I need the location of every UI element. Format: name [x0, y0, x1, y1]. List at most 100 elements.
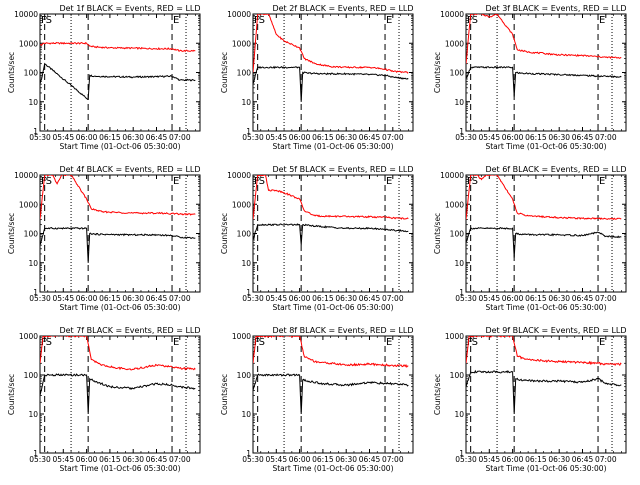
y-tick-label: 10 [241, 259, 251, 268]
events-series-line [253, 65, 409, 102]
x-tick-label: 06:15 [312, 294, 334, 303]
x-tick-label: 06:00 [76, 455, 98, 464]
plot-title: Det 3f BLACK = Events, RED = LLD [485, 4, 626, 13]
time-marker-letter: F [254, 337, 260, 348]
y-tick-label: 100 [237, 371, 252, 380]
subplot: Det 3f BLACK = Events, RED = LLD 1 10 100 10… [433, 4, 627, 151]
x-tick-label: 06:30 [335, 294, 357, 303]
x-axis-label: Start Time (01-Oct-06 05:30:00) [272, 142, 393, 151]
x-tick-label: 05:45 [265, 294, 287, 303]
y-tick-label: 100 [450, 230, 465, 239]
y-axis-label: Counts/sec [7, 52, 16, 93]
x-tick-label: 07:00 [595, 294, 617, 303]
x-tick-label: 06:45 [146, 455, 168, 464]
y-tick-label: 10000 [227, 171, 251, 180]
time-marker-letter: S [472, 176, 478, 187]
y-axis-label: Counts/sec [433, 213, 442, 254]
y-tick-label: 10 [454, 98, 464, 107]
y-axis-label: Counts/sec [433, 52, 442, 93]
subplot: Det 1f BLACK = Events, RED = LLD 1 10 100 10… [7, 4, 201, 151]
x-tick-label: 05:30 [29, 455, 51, 464]
plot-area [40, 336, 196, 415]
x-axis-label: Start Time (01-Oct-06 05:30:00) [59, 303, 180, 312]
x-tick-label: 06:30 [122, 133, 144, 142]
x-tick-label: 05:45 [265, 455, 287, 464]
x-tick-label: 06:15 [525, 133, 547, 142]
x-tick-label: 06:30 [122, 455, 144, 464]
lld-series-line [253, 175, 409, 220]
y-tick-label: 1 [246, 127, 251, 136]
y-tick-label: 10000 [440, 10, 464, 19]
plot-title: Det 8f BLACK = Events, RED = LLD [272, 326, 413, 335]
plot-area [40, 175, 196, 263]
events-series-line [466, 369, 622, 415]
x-tick-label: 07:00 [169, 455, 191, 464]
y-tick-label: 10 [28, 98, 38, 107]
x-tick-label: 06:00 [502, 455, 524, 464]
lld-series-line [466, 336, 622, 367]
events-series-line [253, 223, 409, 246]
events-series-line [40, 373, 196, 415]
y-tick-label: 1 [246, 288, 251, 297]
events-series-line [40, 226, 196, 263]
x-tick-label: 05:45 [478, 294, 500, 303]
y-tick-label: 10000 [14, 171, 38, 180]
x-tick-label: 05:45 [478, 455, 500, 464]
y-tick-label: 1 [246, 449, 251, 458]
plot-title: Det 9f BLACK = Events, RED = LLD [485, 326, 626, 335]
time-marker-letter: F [467, 337, 473, 348]
plot-title: Det 1f BLACK = Events, RED = LLD [59, 4, 200, 13]
plot-area [253, 14, 409, 102]
y-tick-label: 10 [454, 410, 464, 419]
events-series-line [253, 373, 409, 415]
x-tick-label: 06:00 [289, 294, 311, 303]
axes-frame [39, 174, 201, 293]
x-axis-label: Start Time (01-Oct-06 05:30:00) [272, 303, 393, 312]
x-tick-label: 06:15 [312, 455, 334, 464]
time-marker-letter: E [599, 15, 605, 26]
time-marker-letter: S [472, 337, 478, 348]
time-marker-letter: E [386, 15, 392, 26]
x-tick-label: 06:45 [359, 133, 381, 142]
x-tick-label: 06:45 [146, 294, 168, 303]
x-tick-label: 05:30 [242, 294, 264, 303]
x-tick-label: 05:45 [478, 133, 500, 142]
y-tick-label: 10000 [440, 171, 464, 180]
x-tick-label: 06:15 [312, 133, 334, 142]
x-tick-label: 06:15 [99, 455, 121, 464]
time-marker-letter: S [46, 176, 52, 187]
time-marker-letter: S [46, 15, 52, 26]
y-tick-label: 100 [237, 230, 252, 239]
events-series-line [40, 62, 196, 100]
plot-area [466, 175, 622, 258]
y-axis-label: Counts/sec [7, 374, 16, 415]
axes-frame [39, 335, 201, 454]
lld-series-line [40, 336, 196, 371]
y-axis-label: Counts/sec [220, 374, 229, 415]
time-marker-letter: E [386, 337, 392, 348]
x-axis-label: Start Time (01-Oct-06 05:30:00) [485, 142, 606, 151]
subplot: Det 2f BLACK = Events, RED = LLD 1 10 100 10… [220, 4, 414, 151]
plot-title: Det 4f BLACK = Events, RED = LLD [59, 165, 200, 174]
x-tick-label: 05:45 [52, 133, 74, 142]
x-tick-label: 06:30 [548, 133, 570, 142]
x-tick-label: 05:30 [29, 294, 51, 303]
y-axis-label: Counts/sec [433, 374, 442, 415]
x-tick-label: 05:30 [242, 133, 264, 142]
x-tick-label: 06:00 [502, 294, 524, 303]
x-tick-label: 06:15 [99, 294, 121, 303]
time-marker-letter: E [173, 337, 179, 348]
time-marker-letter: F [41, 337, 47, 348]
y-tick-label: 1000 [19, 200, 38, 209]
subplot: Det 8f BLACK = Events, RED = LLD 1 10 100 10… [220, 326, 414, 473]
y-tick-label: 10 [28, 259, 38, 268]
lld-series-line [253, 14, 409, 74]
y-tick-label: 1 [459, 449, 464, 458]
time-marker-letter: E [173, 176, 179, 187]
x-tick-label: 06:45 [572, 294, 594, 303]
y-tick-label: 1000 [445, 39, 464, 48]
x-tick-label: 07:00 [595, 133, 617, 142]
y-tick-label: 100 [237, 69, 252, 78]
subplot: Det 4f BLACK = Events, RED = LLD 1 10 100 10… [7, 165, 201, 312]
